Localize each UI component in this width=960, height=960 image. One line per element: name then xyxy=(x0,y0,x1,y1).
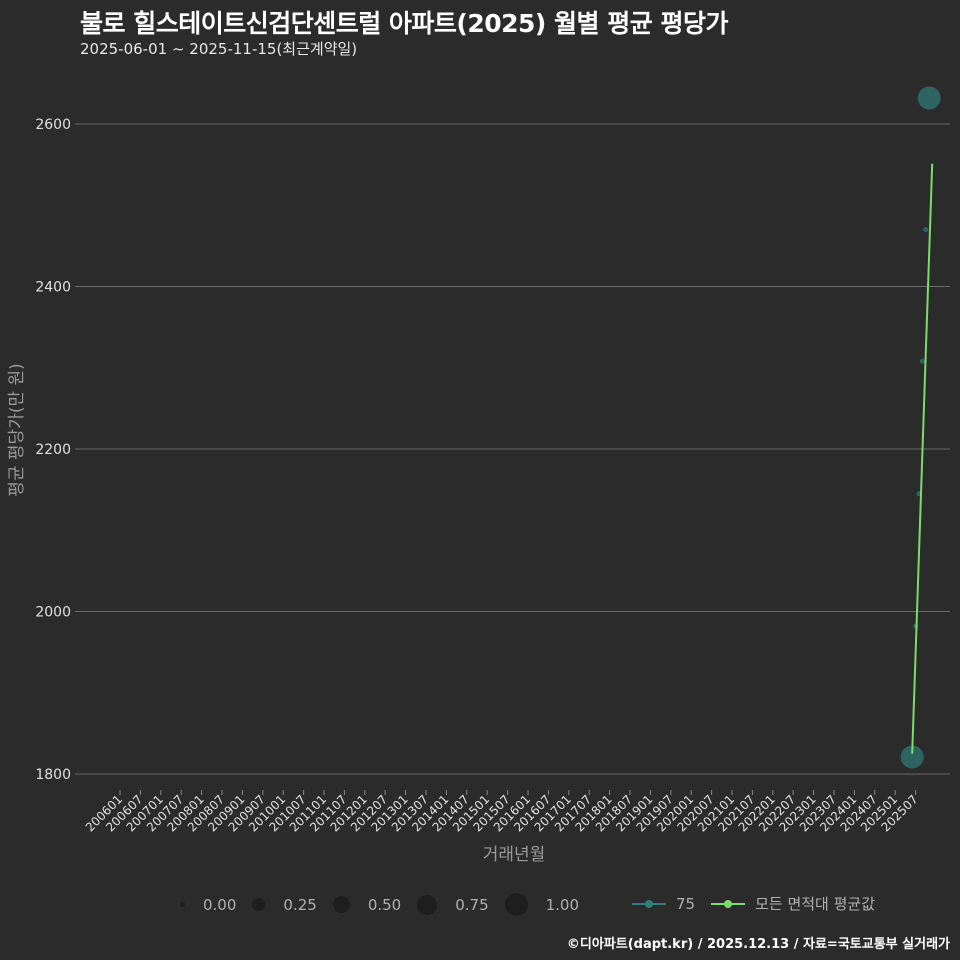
size-legend: 0.00 0.25 0.50 0.75 1.00 xyxy=(180,893,595,916)
size-legend-label: 0.00 xyxy=(203,895,237,914)
size-circle-icon xyxy=(332,896,350,913)
size-circle-icon xyxy=(417,894,438,915)
series-legend-label: 75 xyxy=(676,894,696,913)
series-legend-label: 모든 면적대 평균값 xyxy=(755,895,876,913)
data-point-75 xyxy=(923,227,929,233)
average-line xyxy=(911,163,934,754)
y-tick-label: 2600 xyxy=(35,117,71,133)
x-axis-title: 거래년월 xyxy=(483,845,546,865)
y-tick-label: 2200 xyxy=(35,442,71,458)
y-tick-label: 2000 xyxy=(35,605,71,621)
chart-subtitle: 2025-06-01 ~ 2025-11-15(최근계약일) xyxy=(80,40,358,58)
size-circle-icon xyxy=(252,898,266,911)
size-circle-icon xyxy=(504,893,528,916)
chart-title: 불로 힐스테이트신검단센트럴 아파트(2025) 월별 평균 평당가 xyxy=(80,9,728,38)
source-credit: ©디아파트(dapt.kr) / 2025.12.13 / 자료=국토교통부 실… xyxy=(566,937,950,952)
size-legend-label: 1.00 xyxy=(545,895,580,914)
data-point-75 xyxy=(919,358,925,364)
size-legend-item: 1.00 xyxy=(504,893,580,916)
size-legend-label: 0.50 xyxy=(367,895,402,914)
data-point-75 xyxy=(900,745,924,769)
series-legend-item: 모든 면적대 평균값 xyxy=(711,893,875,914)
y-tick-label: 1800 xyxy=(35,767,71,783)
size-circle-icon xyxy=(180,902,185,907)
size-legend-item: 0.75 xyxy=(417,894,489,915)
size-legend-item: 0.00 xyxy=(180,896,236,914)
size-legend-label: 0.25 xyxy=(283,895,317,914)
line-point-icon xyxy=(711,897,746,911)
y-tick-label: 2400 xyxy=(35,280,71,296)
series-legend-item: 75 xyxy=(632,895,695,913)
series-legend: 75 모든 면적대 평균값 xyxy=(632,893,891,914)
size-legend-item: 0.25 xyxy=(252,895,317,914)
size-legend-item: 0.50 xyxy=(332,895,402,914)
data-point-75 xyxy=(917,86,941,110)
size-legend-label: 0.75 xyxy=(455,895,489,914)
y-axis-title: 평균 평당가(만 원) xyxy=(7,363,27,497)
line-point-icon xyxy=(632,897,666,911)
